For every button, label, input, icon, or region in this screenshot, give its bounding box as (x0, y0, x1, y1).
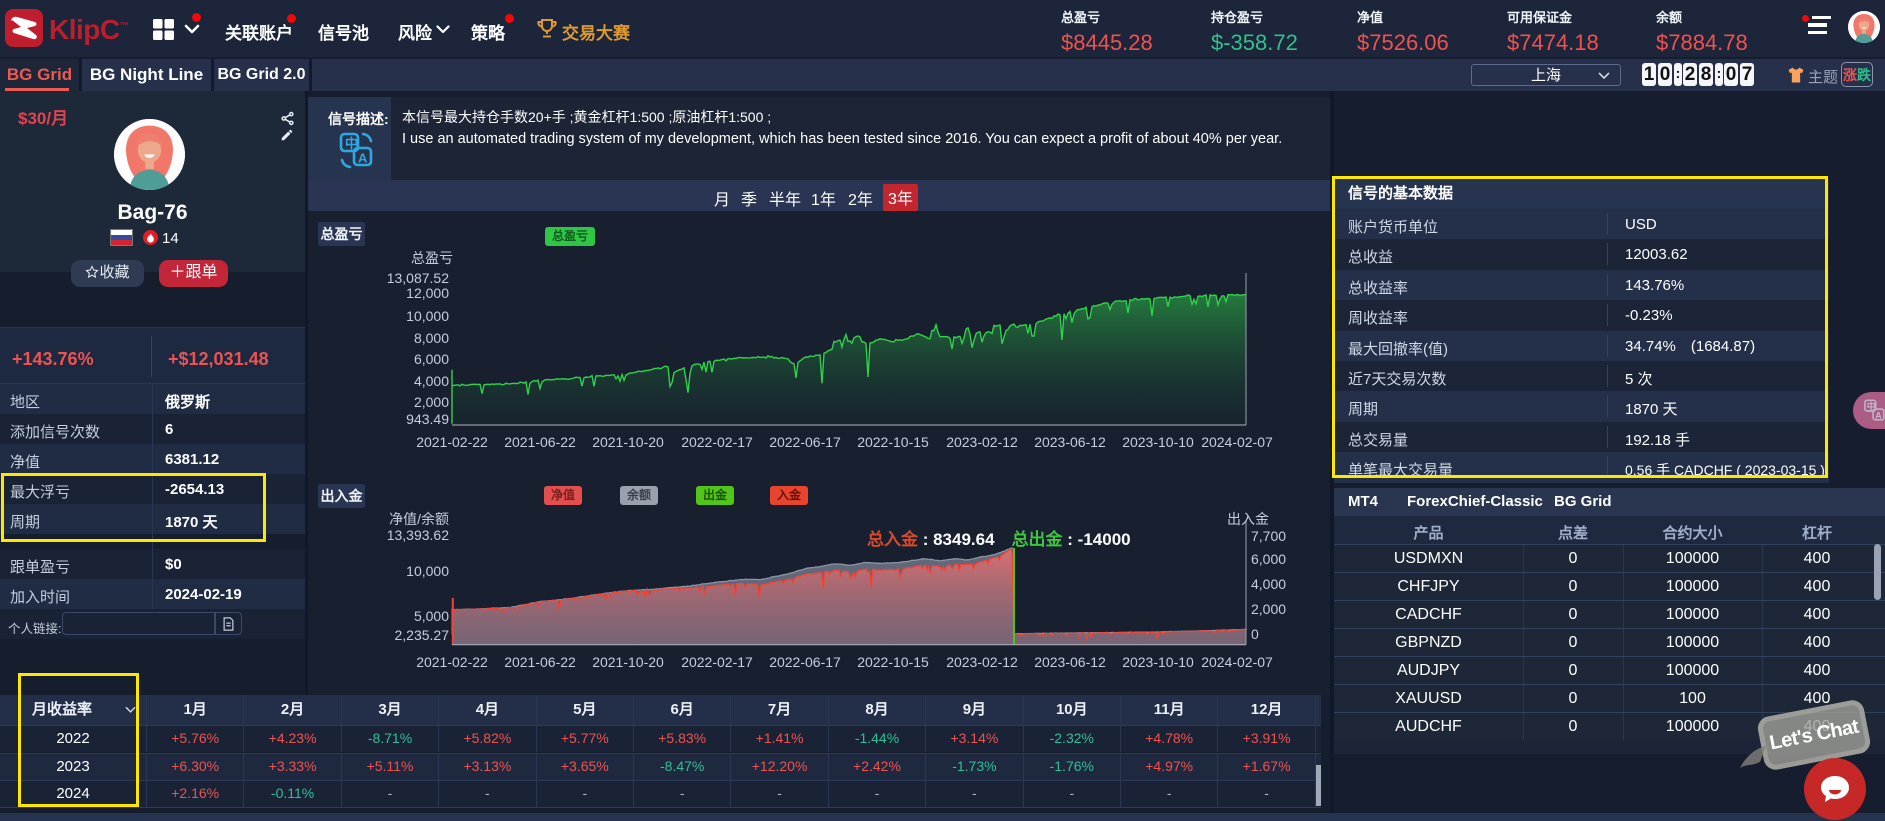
svg-text:5,000: 5,000 (414, 608, 449, 624)
svg-text:2021-02-22: 2021-02-22 (416, 654, 488, 670)
svg-text:2023-06-12: 2023-06-12 (1034, 654, 1106, 670)
svg-text:A: A (358, 151, 368, 166)
svg-text:中: 中 (345, 136, 358, 151)
svg-text:2023-06-12: 2023-06-12 (1034, 434, 1106, 450)
svg-text:2,000: 2,000 (414, 394, 449, 410)
svg-text:6,000: 6,000 (414, 351, 449, 367)
svg-text:中: 中 (1867, 400, 1876, 411)
svg-text:0: 0 (1251, 626, 1259, 642)
svg-text:13,393.62: 13,393.62 (387, 527, 449, 543)
svg-text:2021-06-22: 2021-06-22 (504, 654, 576, 670)
svg-text:7,700: 7,700 (1251, 528, 1286, 544)
svg-text:10,000: 10,000 (406, 308, 449, 324)
svg-text:2022-02-17: 2022-02-17 (681, 434, 753, 450)
svg-text:2022-10-15: 2022-10-15 (857, 434, 929, 450)
svg-text:10,000: 10,000 (406, 563, 449, 579)
svg-text:943.49: 943.49 (406, 411, 449, 427)
svg-text:2023-02-12: 2023-02-12 (946, 654, 1018, 670)
svg-text:2,000: 2,000 (1251, 601, 1286, 617)
svg-text:净值/余额: 净值/余额 (389, 511, 449, 527)
svg-text:2024-02-07: 2024-02-07 (1201, 654, 1273, 670)
svg-text:出入金: 出入金 (1227, 511, 1269, 527)
svg-text:2024-02-07: 2024-02-07 (1201, 434, 1273, 450)
svg-text:8,000: 8,000 (414, 330, 449, 346)
svg-text:2023-02-12: 2023-02-12 (946, 434, 1018, 450)
svg-text:A: A (1875, 411, 1882, 421)
svg-text:2,235.27: 2,235.27 (395, 627, 450, 643)
svg-text:4,000: 4,000 (1251, 576, 1286, 592)
svg-text:2023-10-10: 2023-10-10 (1122, 654, 1194, 670)
svg-text:2022-06-17: 2022-06-17 (769, 654, 841, 670)
svg-text:4,000: 4,000 (414, 373, 449, 389)
svg-text:2021-02-22: 2021-02-22 (416, 434, 488, 450)
svg-text:总盈亏: 总盈亏 (411, 250, 453, 266)
svg-text:2021-10-20: 2021-10-20 (592, 654, 664, 670)
svg-text:2021-10-20: 2021-10-20 (592, 434, 664, 450)
svg-text:12,000: 12,000 (406, 285, 449, 301)
svg-text:2022-06-17: 2022-06-17 (769, 434, 841, 450)
svg-text:6,000: 6,000 (1251, 551, 1286, 567)
svg-text:2022-10-15: 2022-10-15 (857, 654, 929, 670)
svg-text:13,087.52: 13,087.52 (387, 270, 449, 286)
svg-text:2022-02-17: 2022-02-17 (681, 654, 753, 670)
svg-text:2023-10-10: 2023-10-10 (1122, 434, 1194, 450)
svg-text:2021-06-22: 2021-06-22 (504, 434, 576, 450)
